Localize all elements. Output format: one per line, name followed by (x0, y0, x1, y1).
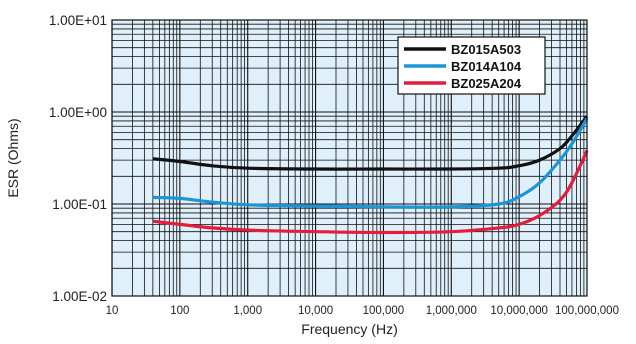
y-tick-label: 1.00E-02 (52, 289, 107, 304)
x-tick-label: 10,000,000 (490, 305, 548, 317)
y-tick-label: 1.00E+00 (49, 105, 107, 120)
legend-label: BZ025A204 (451, 76, 522, 91)
x-tick-label: 100 (170, 305, 189, 317)
y-axis-label: ESR (Ohms) (5, 118, 21, 197)
x-tick-label: 1,000,000 (426, 305, 477, 317)
x-tick-label: 10 (106, 305, 119, 317)
y-tick-label: 1.00E+01 (49, 13, 107, 28)
x-tick-label: 1,000 (233, 305, 262, 317)
x-tick-label: 10,000 (298, 305, 333, 317)
legend: BZ015A503 BZ014A104 BZ025A204 (398, 37, 545, 94)
legend-label: BZ014A104 (451, 59, 522, 74)
y-tick-label: 1.00E-01 (52, 197, 107, 212)
x-axis-label: Frequency (Hz) (301, 321, 397, 337)
x-tick-label: 100,000,000 (555, 305, 619, 317)
y-tick-labels: 1.00E-02 1.00E-01 1.00E+00 1.00E+01 (49, 13, 107, 304)
x-tick-labels: 10 100 1,000 10,000 100,000 1,000,000 10,000,0… (106, 305, 619, 317)
legend-label: BZ015A503 (451, 42, 521, 57)
x-tick-label: 100,000 (363, 305, 405, 317)
